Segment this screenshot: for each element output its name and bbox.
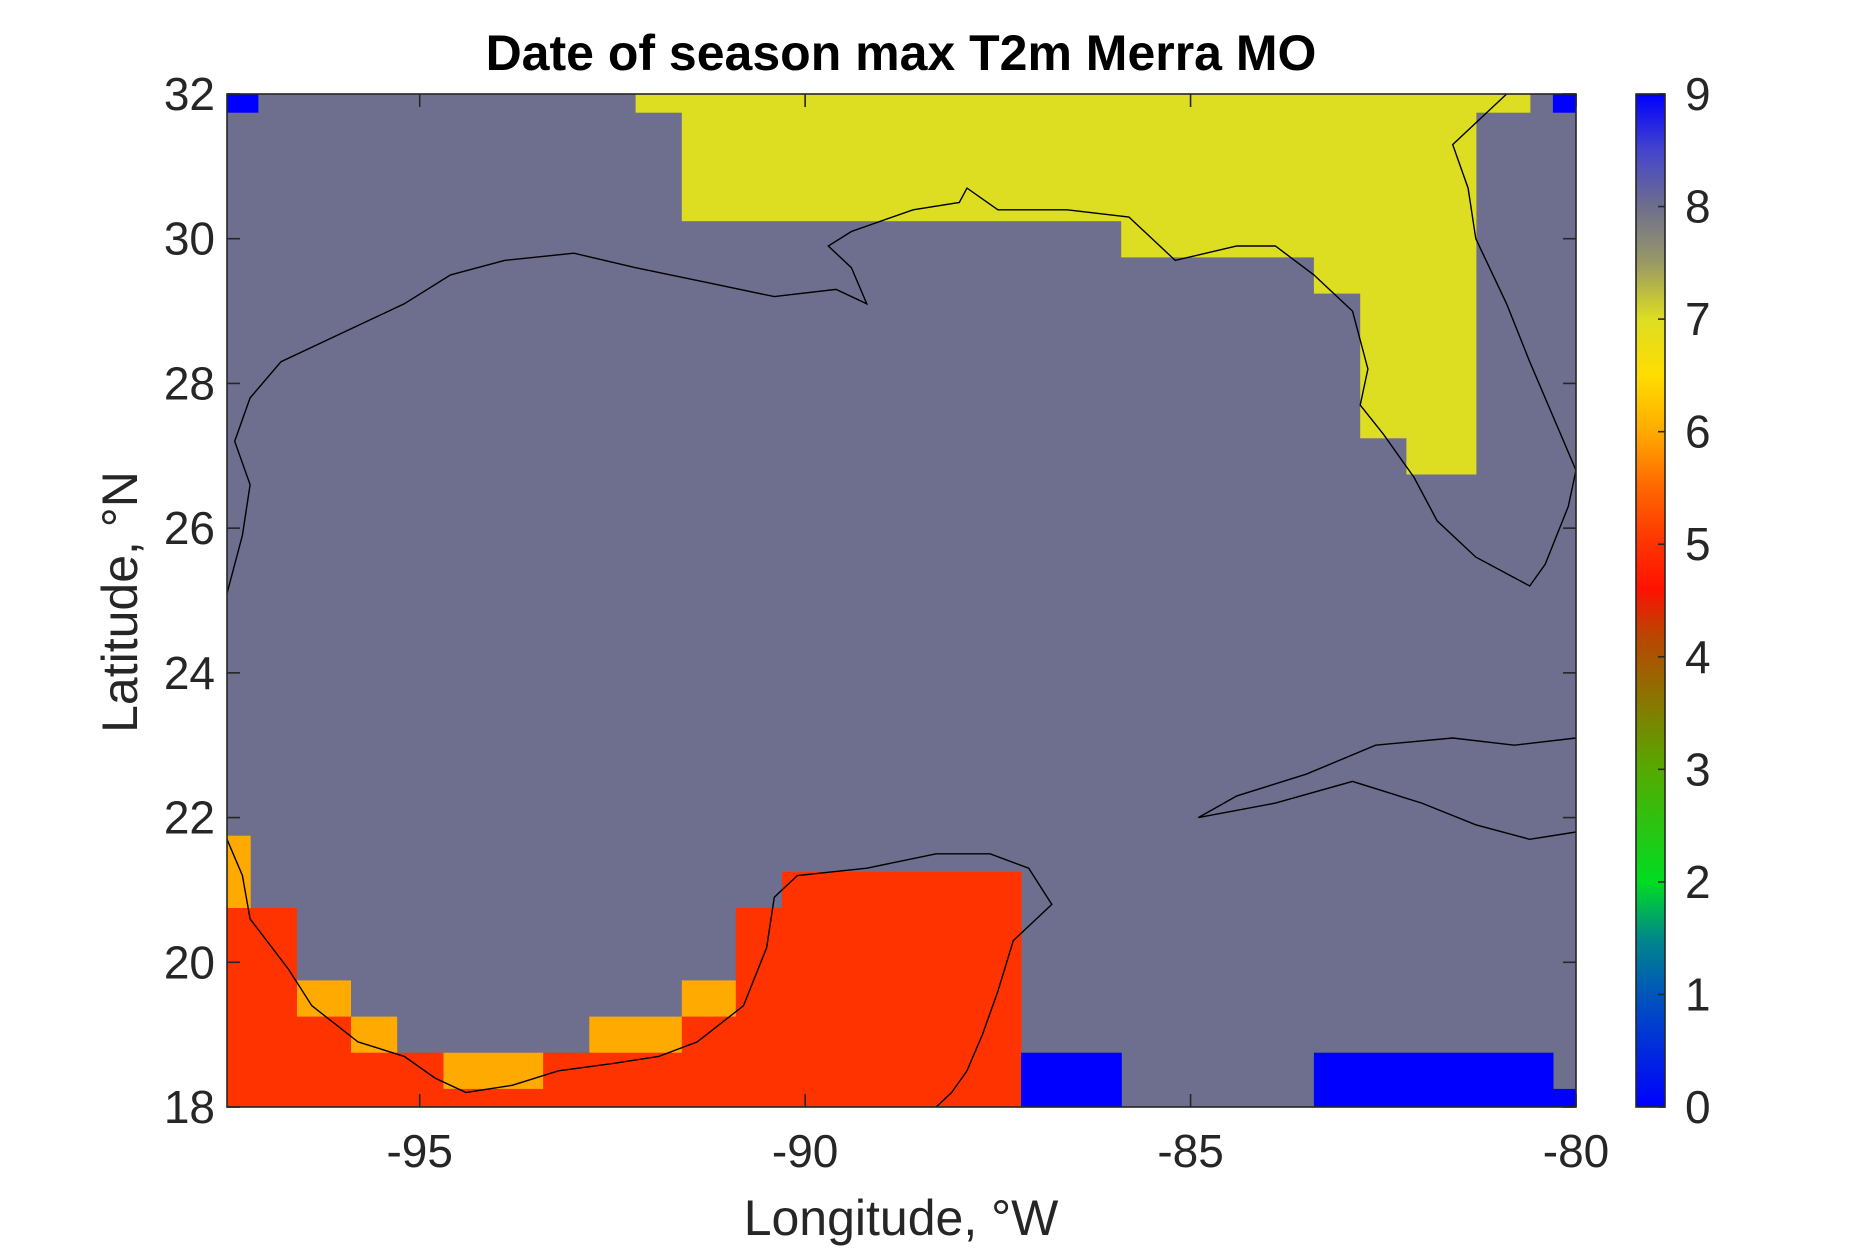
heatmap-cell [543, 1052, 590, 1107]
heatmap-cell [589, 1016, 683, 1054]
heatmap-cell [442, 1052, 544, 1090]
x-tick-label: -85 [1157, 1125, 1223, 1177]
y-tick-label: 22 [164, 792, 215, 844]
y-axis-label: Latitude, °N [92, 471, 148, 733]
colorbar-tick-label: 0 [1685, 1081, 1711, 1133]
plot-frame [226, 93, 1577, 1108]
coastline [227, 839, 1053, 1107]
colorbar-axis: 0 1 2 3 4 5 6 7 8 9 [1658, 68, 1711, 1133]
colorbar-tick-label: 3 [1685, 743, 1711, 795]
y-tick-label: 28 [164, 357, 215, 409]
x-tick-label: -95 [386, 1125, 452, 1177]
heatmap-cell [1313, 256, 1477, 294]
colorbar-tick-label: 4 [1685, 631, 1711, 683]
heatmap-cell [1021, 1052, 1122, 1107]
colorbar [1635, 93, 1666, 1108]
x-axis-label: Longitude, °W [744, 1190, 1059, 1246]
heatmap-cells [227, 94, 1576, 1107]
y-tick-label: 20 [164, 936, 215, 988]
y-tick-label: 24 [164, 647, 215, 699]
heatmap-cell [296, 980, 351, 1018]
heatmap-cell [296, 1016, 351, 1107]
heatmap-cell [350, 1052, 398, 1107]
coastline [1198, 780, 1576, 841]
colorbar-tick-label: 2 [1685, 856, 1711, 908]
heatmap-cell [442, 1088, 544, 1107]
heatmap-cell [1406, 437, 1477, 475]
heatmap-cell [350, 1016, 398, 1054]
y-tick-label: 32 [164, 68, 215, 120]
heatmap-cell [735, 1088, 1022, 1107]
colorbar-tick-label: 5 [1685, 518, 1711, 570]
heatmap-cell [681, 980, 737, 1018]
heatmap-cell [681, 112, 1477, 222]
coastlines [227, 94, 1576, 1107]
heatmap-cell [1313, 1052, 1554, 1107]
heatmap-cell [1360, 293, 1477, 439]
colorbar-tick-label: 1 [1685, 968, 1711, 1020]
heatmap-cell [227, 908, 297, 1107]
colorbar-tick-label: 7 [1685, 293, 1711, 345]
heatmap-cell [681, 1016, 737, 1107]
heatmap-cell [1121, 220, 1477, 258]
y-tick-label: 18 [164, 1081, 215, 1133]
x-tick-label: -80 [1543, 1125, 1609, 1177]
heatmap-cell [589, 1052, 683, 1107]
heatmap-cell [1552, 94, 1576, 113]
heatmap-cell [782, 871, 1022, 981]
colorbar-tick-label: 9 [1685, 68, 1711, 120]
heatmap-cell [928, 980, 1022, 1090]
y-tick-label: 30 [164, 213, 215, 265]
coastline [227, 94, 1576, 594]
y-axis: 18 20 22 24 26 28 30 32 [164, 68, 1576, 1133]
colorbar-tick-label: 6 [1685, 406, 1711, 458]
heatmap-cell [635, 94, 1531, 113]
x-tick-label: -90 [772, 1125, 838, 1177]
coastline [1197, 737, 1576, 819]
x-axis: -95 -90 -85 -80 [386, 94, 1609, 1177]
heatmap-cell [1552, 1088, 1576, 1107]
y-tick-label: 26 [164, 502, 215, 554]
heatmap-cell [227, 94, 259, 113]
colorbar-tick-label: 8 [1685, 181, 1711, 233]
chart-title: Date of season max T2m Merra MO [486, 25, 1317, 81]
